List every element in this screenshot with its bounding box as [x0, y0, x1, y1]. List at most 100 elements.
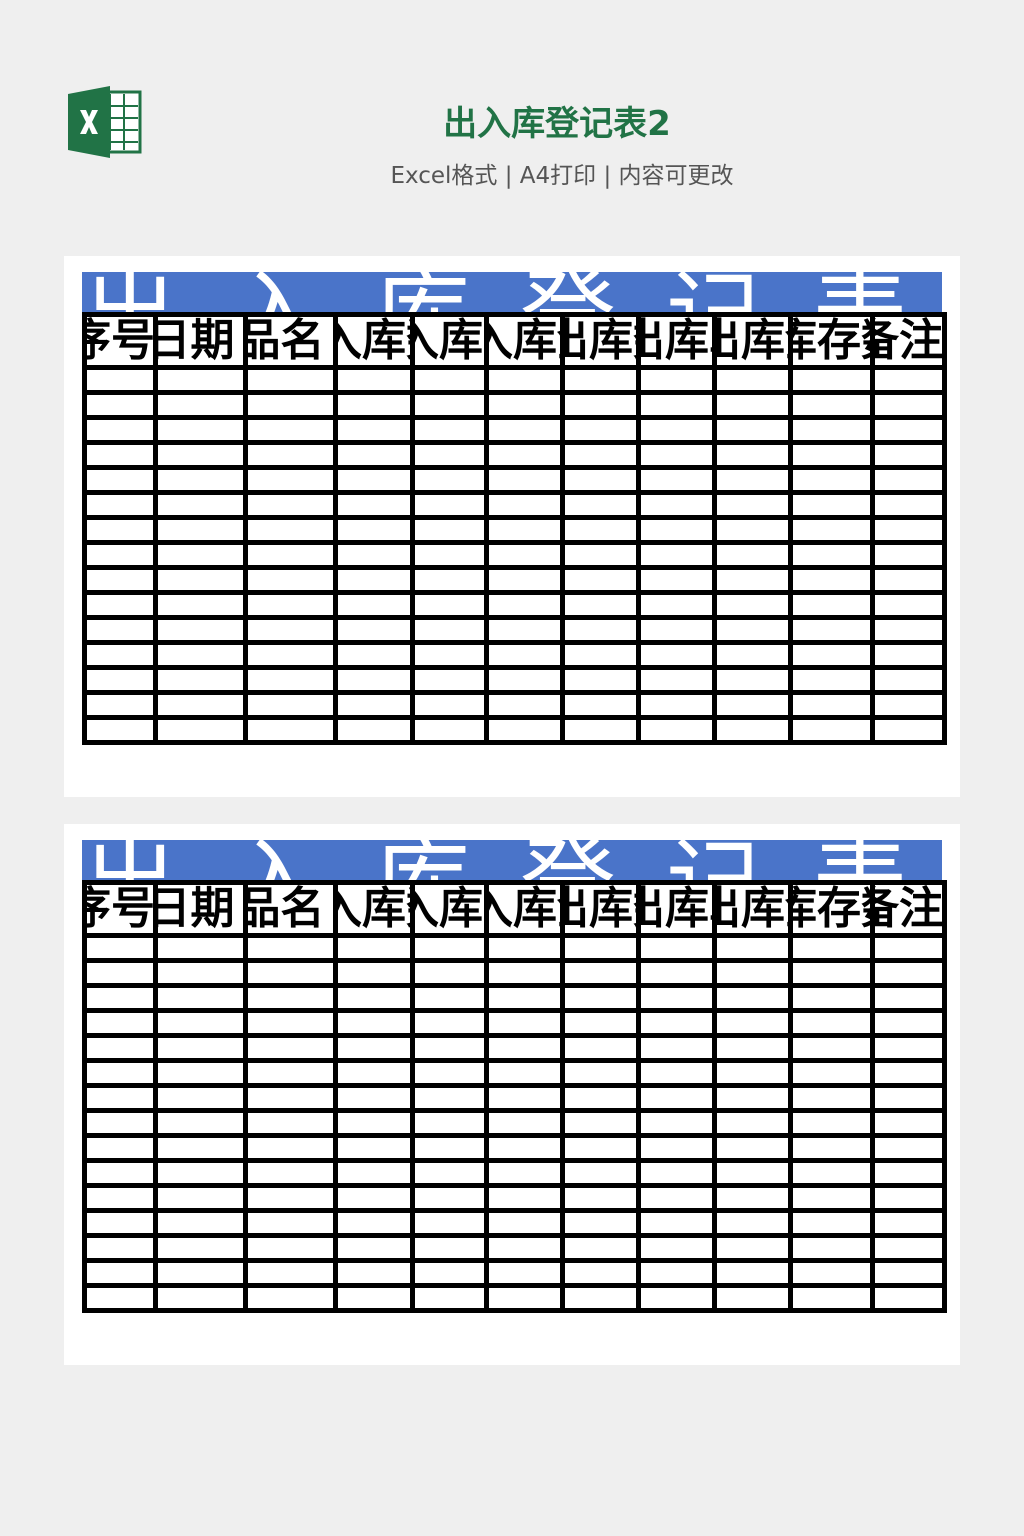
header-text: 出库单价 — [644, 883, 710, 934]
empty-cell — [484, 665, 565, 695]
empty-cell — [484, 615, 565, 645]
empty-cell — [560, 515, 641, 545]
empty-cell — [82, 415, 158, 445]
empty-cell — [870, 1133, 947, 1163]
empty-cell — [153, 490, 248, 520]
empty-cell — [788, 390, 875, 420]
empty-cell — [82, 1233, 158, 1263]
empty-cell — [788, 1133, 875, 1163]
empty-cell — [560, 958, 641, 988]
empty-cell — [636, 365, 717, 395]
empty-cell — [484, 933, 565, 963]
empty-cell — [484, 365, 565, 395]
empty-row — [82, 983, 947, 1013]
empty-cell — [788, 1108, 875, 1138]
empty-cell — [560, 1183, 641, 1213]
empty-cell — [712, 1183, 793, 1213]
empty-cell — [484, 1258, 565, 1288]
empty-cell — [410, 640, 489, 670]
empty-cell — [153, 983, 248, 1013]
empty-cell — [243, 565, 338, 595]
header-cell: 库存数量 — [788, 312, 875, 370]
empty-cell — [243, 1283, 338, 1313]
empty-cell — [560, 465, 641, 495]
empty-cell — [82, 1283, 158, 1313]
empty-cell — [484, 440, 565, 470]
header-cell: 入库单价 — [410, 312, 489, 370]
empty-cell — [560, 590, 641, 620]
empty-cell — [870, 565, 947, 595]
empty-cell — [153, 1283, 248, 1313]
empty-cell — [712, 390, 793, 420]
empty-cell — [243, 715, 338, 745]
empty-cell — [82, 1083, 158, 1113]
header-cell: 入库单价 — [410, 880, 489, 938]
empty-cell — [243, 540, 338, 570]
empty-cell — [636, 1258, 717, 1288]
empty-cell — [243, 958, 338, 988]
empty-cell — [243, 465, 338, 495]
empty-cell — [788, 1058, 875, 1088]
empty-cell — [870, 590, 947, 620]
empty-cell — [153, 540, 248, 570]
empty-cell — [870, 1008, 947, 1038]
empty-cell — [788, 958, 875, 988]
empty-cell — [636, 958, 717, 988]
empty-cell — [410, 1108, 489, 1138]
empty-cell — [484, 1008, 565, 1038]
empty-cell — [410, 1058, 489, 1088]
empty-cell — [82, 1258, 158, 1288]
empty-cell — [333, 958, 415, 988]
empty-cell — [788, 933, 875, 963]
empty-cell — [788, 1033, 875, 1063]
empty-cell — [870, 1258, 947, 1288]
header-cell: 出库金额 — [712, 312, 793, 370]
empty-cell — [153, 1058, 248, 1088]
empty-cell — [410, 1183, 489, 1213]
empty-cell — [560, 490, 641, 520]
empty-cell — [243, 690, 338, 720]
empty-cell — [870, 540, 947, 570]
header-cell: 出库数量 — [560, 880, 641, 938]
empty-cell — [636, 515, 717, 545]
empty-cell — [560, 715, 641, 745]
header-cell: 日期 — [153, 312, 248, 370]
empty-row — [82, 715, 947, 745]
empty-cell — [410, 958, 489, 988]
empty-cell — [712, 490, 793, 520]
empty-cell — [712, 415, 793, 445]
empty-cell — [153, 1233, 248, 1263]
header-cell: 出库单价 — [636, 880, 717, 938]
empty-cell — [788, 1233, 875, 1263]
header-cell: 出库单价 — [636, 312, 717, 370]
empty-cell — [410, 665, 489, 695]
empty-cell — [484, 465, 565, 495]
sheet-preview: 出入库登记表序号日期品名入库数量入库单价入库金额出库数量出库单价出库金额库存数量… — [64, 824, 960, 1365]
empty-cell — [870, 1033, 947, 1063]
empty-cell — [410, 1033, 489, 1063]
empty-cell — [82, 540, 158, 570]
empty-cell — [82, 1033, 158, 1063]
empty-cell — [636, 615, 717, 645]
empty-cell — [560, 1008, 641, 1038]
empty-cell — [484, 1083, 565, 1113]
empty-cell — [484, 1058, 565, 1088]
empty-cell — [788, 690, 875, 720]
empty-cell — [870, 983, 947, 1013]
empty-cell — [712, 1233, 793, 1263]
sheet-title: 出入库登记表 — [82, 272, 942, 314]
sheet-table: 序号日期品名入库数量入库单价入库金额出库数量出库单价出库金额库存数量备注 — [82, 312, 947, 745]
empty-row — [82, 615, 947, 645]
empty-cell — [243, 1208, 338, 1238]
empty-cell — [410, 1208, 489, 1238]
empty-cell — [82, 390, 158, 420]
empty-cell — [788, 1083, 875, 1113]
empty-cell — [243, 1158, 338, 1188]
empty-cell — [153, 1133, 248, 1163]
empty-cell — [243, 615, 338, 645]
empty-cell — [870, 440, 947, 470]
empty-cell — [243, 365, 338, 395]
empty-cell — [82, 1183, 158, 1213]
empty-cell — [712, 540, 793, 570]
empty-cell — [153, 515, 248, 545]
